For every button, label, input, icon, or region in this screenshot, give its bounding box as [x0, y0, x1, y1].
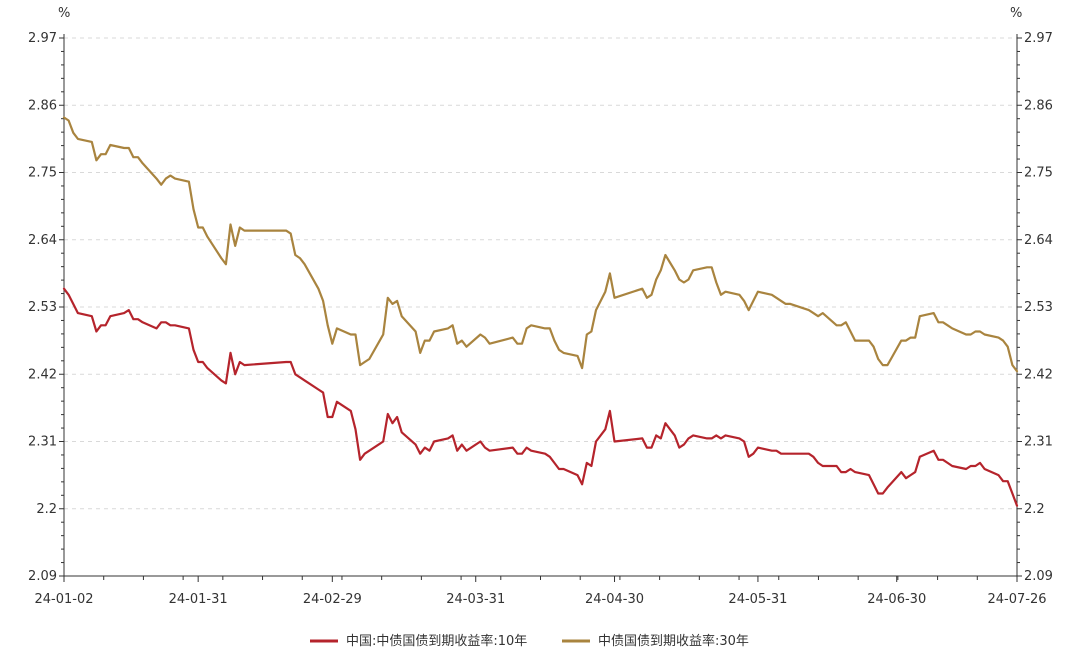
y-tick-label-right: 2.86	[1024, 98, 1053, 113]
y-tick-labels-left: 2.09 2.2 2.31 2.42 2.53 2.64 2.75 2.86 2.97	[28, 31, 57, 584]
y-axis-unit-left: %	[58, 6, 70, 21]
series-lines	[62, 116, 1019, 507]
series-line-1	[62, 287, 1019, 507]
y-tick-label-right: 2.42	[1024, 367, 1053, 382]
legend: 中国:中债国债到期收益率:10年 中债国债到期收益率:30年	[310, 633, 749, 649]
legend-label-2: 中债国债到期收益率:30年	[598, 633, 749, 649]
y-tick-label-right: 2.75	[1024, 166, 1053, 181]
y-tick-label-right: 2.2	[1024, 502, 1045, 517]
y-tick-label-left: 2.42	[28, 367, 57, 382]
y-tick-label-right: 2.97	[1024, 31, 1053, 46]
axes	[59, 34, 1022, 582]
y-tick-label-left: 2.97	[28, 31, 57, 46]
y-axis-unit-right: %	[1010, 6, 1022, 21]
x-tick-label: 24-01-02	[34, 592, 93, 607]
y-tick-label-left: 2.31	[28, 435, 57, 450]
y-tick-label-right: 2.64	[1024, 233, 1053, 248]
y-tick-label-right: 2.53	[1024, 300, 1053, 315]
y-tick-label-left: 2.09	[28, 569, 57, 584]
x-tick-labels: 24-01-02 24-01-31 24-02-29 24-03-31 24-04-30…	[34, 592, 1046, 607]
y-tick-label-left: 2.86	[28, 98, 57, 113]
x-tick-label: 24-01-31	[169, 592, 228, 607]
x-tick-label: 24-07-26	[987, 592, 1046, 607]
y-tick-label-right: 2.31	[1024, 435, 1053, 450]
y-tick-label-left: 2.2	[36, 502, 57, 517]
x-tick-label: 24-04-30	[585, 592, 644, 607]
x-tick-label: 24-02-29	[303, 592, 362, 607]
gridlines	[64, 37, 1017, 510]
x-tick-label: 24-03-31	[446, 592, 505, 607]
x-tick-label: 24-06-30	[867, 592, 926, 607]
x-tick-label: 24-05-31	[728, 592, 787, 607]
y-tick-label-left: 2.53	[28, 300, 57, 315]
series-line-2	[62, 116, 1019, 373]
y-tick-label-left: 2.75	[28, 166, 57, 181]
y-tick-labels-right: 2.09 2.2 2.31 2.42 2.53 2.64 2.75 2.86 2.97	[1024, 31, 1053, 584]
legend-label-1: 中国:中债国债到期收益率:10年	[346, 633, 527, 649]
y-tick-label-right: 2.09	[1024, 569, 1053, 584]
y-tick-label-left: 2.64	[28, 233, 57, 248]
